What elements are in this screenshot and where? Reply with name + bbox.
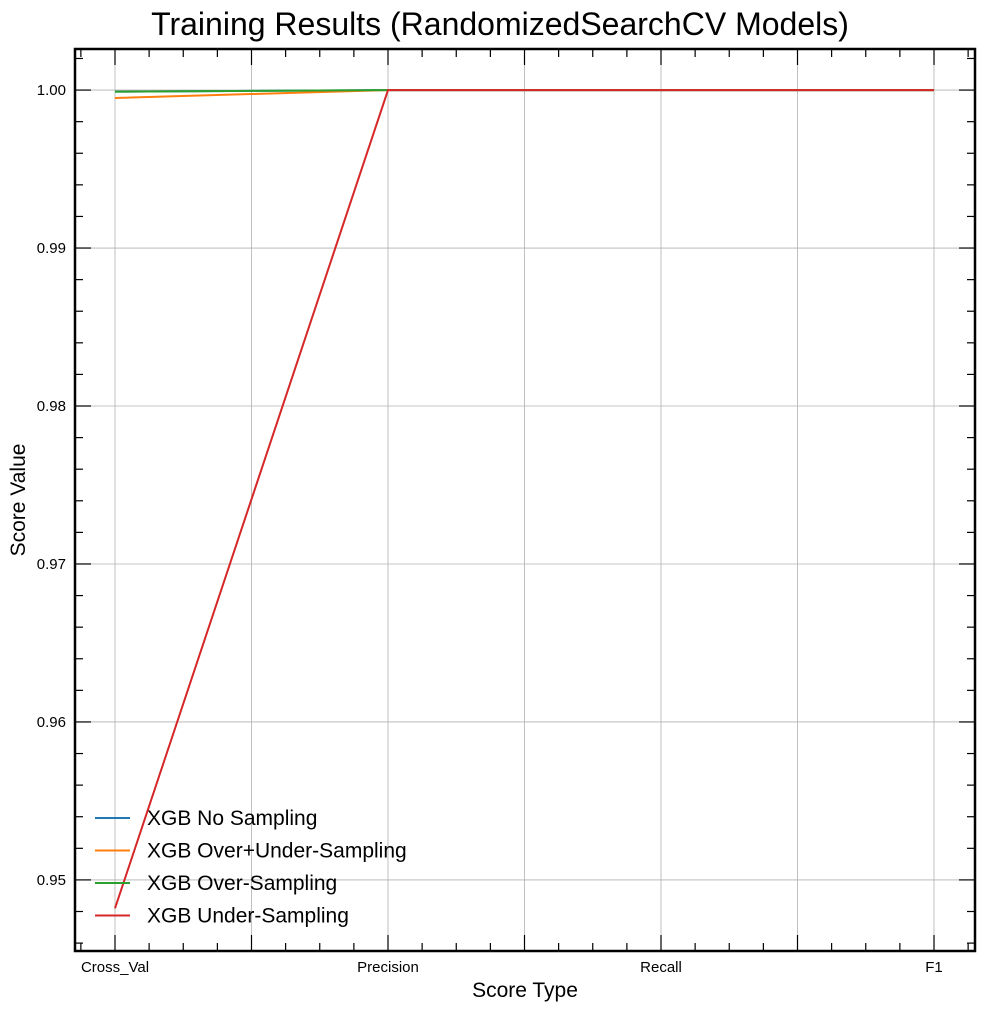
plot-frame	[73, 47, 977, 953]
x-tick-label: Cross_Val	[81, 959, 149, 976]
axis-ticks	[75, 49, 975, 951]
y-tick-label: 0.97	[37, 556, 66, 573]
y-tick-label: 0.98	[37, 398, 66, 415]
x-tick-label: Recall	[640, 959, 682, 976]
series-line	[114, 89, 934, 909]
x-tick-label: Precision	[357, 959, 419, 976]
legend-entry: XGB No Sampling	[147, 807, 317, 830]
y-tick-label: 0.99	[37, 240, 66, 257]
y-tick-label: 1.00	[37, 82, 66, 99]
x-tick-label: F1	[925, 959, 943, 976]
y-axis-label: Score Value	[7, 444, 30, 557]
x-tick-labels: Cross_Val Precision Recall F1	[81, 959, 943, 976]
legend-entry: XGB Under-Sampling	[147, 905, 349, 928]
y-tick-label: 0.95	[37, 872, 66, 889]
legend: XGB No Sampling XGB Over+Under-Sampling XG…	[95, 807, 407, 928]
legend-entry: XGB Over+Under-Sampling	[147, 840, 407, 863]
x-axis-label: Score Type	[472, 979, 578, 1002]
chart-title: Training Results (RandomizedSearchCV Mod…	[151, 6, 849, 42]
y-tick-label: 0.96	[37, 714, 66, 731]
legend-entry: XGB Over-Sampling	[147, 872, 337, 895]
y-tick-labels: 0.95 0.96 0.97 0.98 0.99 1.00	[37, 82, 66, 889]
series-lines	[114, 89, 934, 909]
